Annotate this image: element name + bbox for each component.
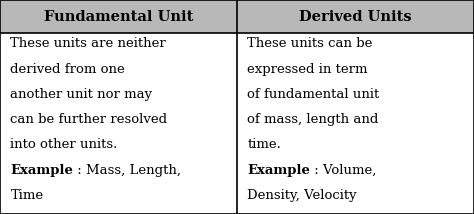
Text: into other units.: into other units. bbox=[10, 138, 118, 152]
Text: These units can be: These units can be bbox=[247, 37, 373, 51]
Text: Density, Velocity: Density, Velocity bbox=[247, 189, 357, 202]
Text: : Mass, Length,: : Mass, Length, bbox=[73, 164, 181, 177]
Text: These units are neither: These units are neither bbox=[10, 37, 166, 51]
Text: Derived Units: Derived Units bbox=[299, 10, 412, 24]
Text: derived from one: derived from one bbox=[10, 63, 125, 76]
Text: Fundamental Unit: Fundamental Unit bbox=[44, 10, 193, 24]
Text: of mass, length and: of mass, length and bbox=[247, 113, 379, 126]
Text: Example: Example bbox=[10, 164, 73, 177]
Bar bbox=[237, 33, 474, 214]
Text: Example: Example bbox=[247, 164, 310, 177]
Text: another unit nor may: another unit nor may bbox=[10, 88, 153, 101]
Text: time.: time. bbox=[247, 138, 281, 152]
Text: can be further resolved: can be further resolved bbox=[10, 113, 167, 126]
Text: expressed in term: expressed in term bbox=[247, 63, 368, 76]
Text: of fundamental unit: of fundamental unit bbox=[247, 88, 380, 101]
Bar bbox=[0, 0, 237, 33]
Text: Time: Time bbox=[10, 189, 44, 202]
Text: : Volume,: : Volume, bbox=[310, 164, 377, 177]
Bar bbox=[237, 0, 474, 33]
Bar bbox=[0, 33, 237, 214]
